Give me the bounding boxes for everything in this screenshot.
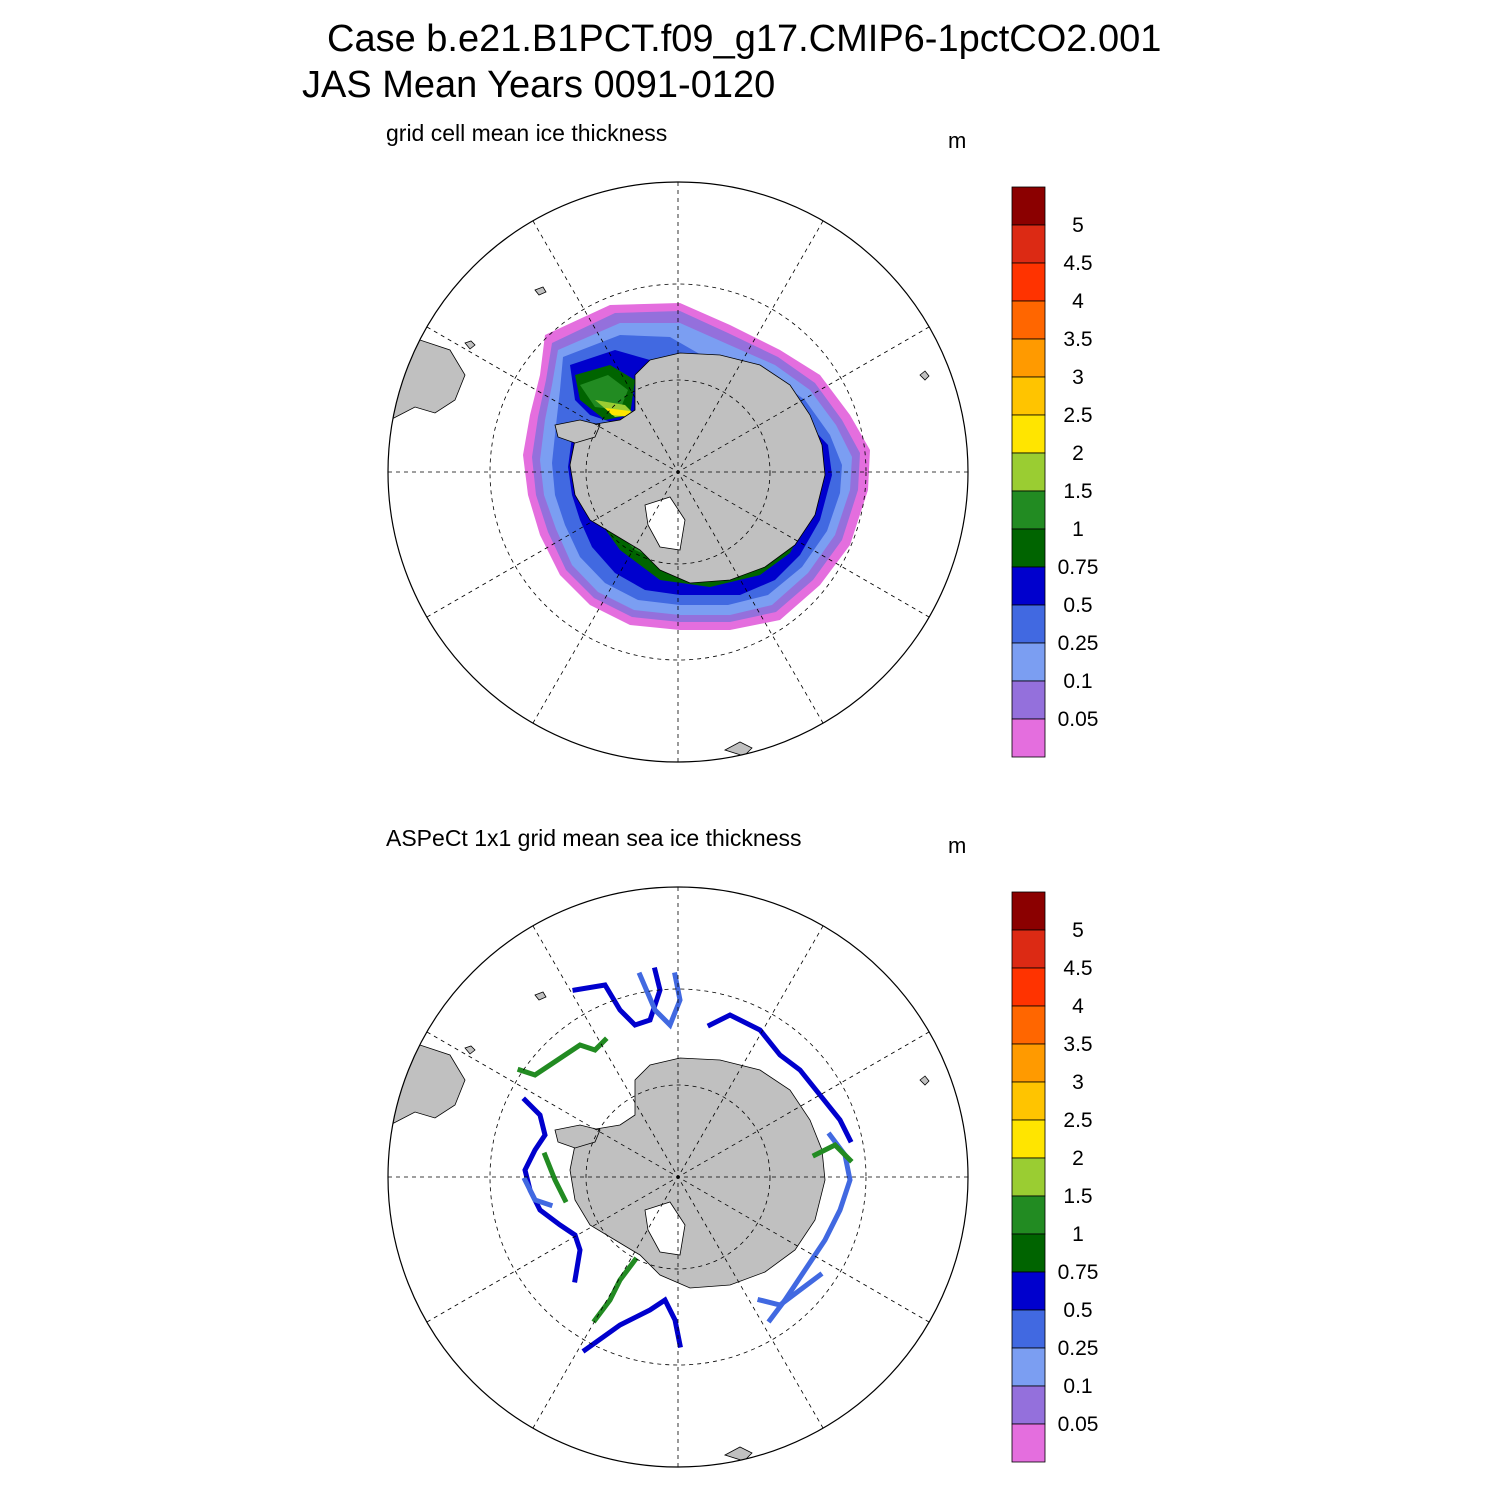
colorbar-tick-label: 0.25 [1058, 1337, 1099, 1360]
panel-title-obs: ASPeCt 1x1 grid mean sea ice thickness [386, 825, 802, 851]
colorbar-tick-label: 1 [1072, 518, 1084, 541]
colorbar-box [1011, 929, 1046, 969]
colorbar-tick-label: 1 [1072, 1223, 1084, 1246]
colorbar-box [1011, 224, 1046, 264]
ship-track [706, 1012, 854, 1144]
colorbar-box [1011, 300, 1046, 340]
colorbar-box [1011, 414, 1046, 454]
polar-map-obs [387, 886, 969, 1468]
ship-track [541, 1151, 569, 1204]
ice-band-2.5 [605, 408, 632, 417]
ross-ice-shelf [644, 496, 686, 551]
colorbar-tick-label: 0.25 [1058, 632, 1099, 655]
colorbar-box [1011, 1347, 1046, 1387]
colorbar-box [1011, 566, 1046, 606]
colorbar-tick-label: 2.5 [1063, 404, 1092, 427]
ship-track [581, 1296, 683, 1354]
colorbar-tick-label: 0.75 [1058, 556, 1099, 579]
figure-title-line1: Case b.e21.B1PCT.f09_g17.CMIP6-1pctCO2.0… [327, 18, 1162, 60]
polar-map-model [387, 181, 969, 763]
colorbar-obs: 0.05 0.1 0.25 0.5 0.75 1 1.5 2 2.5 3 3.5 4 4.5 5 [1011, 891, 1099, 1463]
colorbar-tick-label: 3.5 [1063, 328, 1092, 351]
south-america-landmass [388, 339, 466, 426]
colorbar-model: 0.05 0.1 0.25 0.5 0.75 1 1.5 2 2.5 3 3.5 4 4.5 5 [1011, 186, 1099, 758]
colorbar-tick-label: 0.05 [1058, 1413, 1099, 1436]
colorbar-box [1011, 1309, 1046, 1349]
colorbar-box [1011, 891, 1046, 931]
colorbar-box [1011, 490, 1046, 530]
colorbar-box [1011, 642, 1046, 682]
antarctica-landmass [569, 1057, 826, 1289]
island [534, 991, 547, 1001]
colorbar-tick-label: 5 [1072, 919, 1084, 942]
colorbar-box [1011, 680, 1046, 720]
ship-track [521, 1176, 554, 1209]
colorbar-tick-label: 0.5 [1063, 594, 1092, 617]
colorbar-tick-label: 2 [1072, 442, 1084, 465]
colorbar-box [1011, 1233, 1046, 1273]
colorbar-tick-label: 0.1 [1063, 1375, 1092, 1398]
colorbar-tick-label: 4.5 [1063, 252, 1092, 275]
colorbar-tick-label: 1.5 [1063, 480, 1092, 503]
colorbar-tick-label: 0.75 [1058, 1261, 1099, 1284]
colorbar-box [1011, 1385, 1046, 1425]
island [464, 1045, 476, 1055]
colorbar-tick-label: 5 [1072, 214, 1084, 237]
ship-track [756, 1271, 824, 1308]
colorbar-box [1011, 604, 1046, 644]
unit-label-obs: m [948, 833, 967, 858]
colorbar-box [1011, 1081, 1046, 1121]
colorbar-box [1011, 1119, 1046, 1159]
colorbar-box [1011, 376, 1046, 416]
colorbar-box [1011, 967, 1046, 1007]
colorbar-box [1011, 1157, 1046, 1197]
colorbar-tick-label: 3.5 [1063, 1033, 1092, 1056]
colorbar-tick-label: 4 [1072, 995, 1084, 1018]
colorbar-box [1011, 338, 1046, 378]
antarctic-peninsula [554, 1124, 601, 1149]
colorbar-box [1011, 452, 1046, 492]
ross-ice-shelf [644, 1201, 686, 1256]
figure-title-line2: JAS Mean Years 0091-0120 [302, 64, 776, 106]
colorbar-tick-label: 4 [1072, 290, 1084, 313]
colorbar-tick-label: 3 [1072, 1071, 1084, 1094]
island [723, 741, 753, 757]
colorbar-box [1011, 1005, 1046, 1045]
island [464, 340, 476, 350]
ship-track [591, 1256, 639, 1324]
colorbar-tick-label: 2.5 [1063, 1109, 1092, 1132]
island [919, 1075, 930, 1086]
colorbar-box [1011, 528, 1046, 568]
ship-track [516, 1036, 609, 1078]
ship-track [811, 1141, 854, 1164]
colorbar-box [1011, 1271, 1046, 1311]
colorbar-tick-label: 4.5 [1063, 957, 1092, 980]
island [534, 286, 547, 296]
colorbar-box [1011, 1043, 1046, 1083]
colorbar-tick-label: 0.05 [1058, 708, 1099, 731]
unit-label-model: m [948, 128, 967, 153]
colorbar-box [1011, 1195, 1046, 1235]
colorbar-box [1011, 718, 1046, 758]
colorbar-tick-label: 1.5 [1063, 1185, 1092, 1208]
south-america-landmass [388, 1044, 466, 1131]
colorbar-tick-label: 0.5 [1063, 1299, 1092, 1322]
colorbar-box [1011, 186, 1046, 226]
colorbar-tick-label: 2 [1072, 1147, 1084, 1170]
panel-title-model: grid cell mean ice thickness [386, 120, 668, 146]
colorbar-tick-label: 0.1 [1063, 670, 1092, 693]
island [723, 1446, 753, 1462]
colorbar-box [1011, 1423, 1046, 1463]
colorbar-tick-label: 3 [1072, 366, 1084, 389]
colorbar-box [1011, 262, 1046, 302]
island [919, 370, 930, 381]
ice-band-1.5 [580, 375, 800, 570]
antarctic-peninsula [554, 419, 601, 444]
